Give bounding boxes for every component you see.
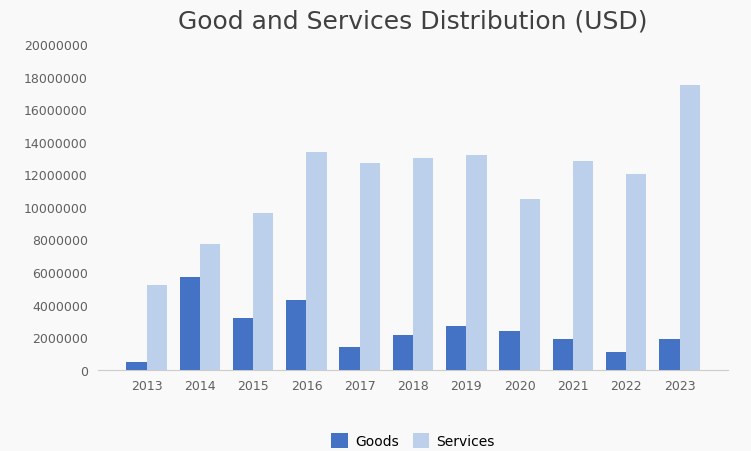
Bar — [393, 336, 413, 370]
Bar — [466, 156, 487, 370]
Bar — [606, 352, 626, 370]
Bar — [146, 285, 167, 370]
Bar — [126, 362, 146, 370]
Bar — [413, 159, 433, 370]
Bar — [499, 331, 520, 370]
Bar — [253, 214, 273, 370]
Bar — [680, 86, 700, 370]
Bar — [659, 339, 680, 370]
Bar — [553, 339, 573, 370]
Bar — [339, 347, 360, 370]
Bar — [446, 326, 466, 370]
Legend: Goods, Services: Goods, Services — [326, 428, 500, 451]
Bar — [306, 152, 327, 370]
Title: Good and Services Distribution (USD): Good and Services Distribution (USD) — [178, 9, 648, 33]
Bar — [626, 175, 647, 370]
Bar — [286, 300, 306, 370]
Bar — [179, 277, 200, 370]
Bar — [200, 245, 220, 370]
Bar — [233, 318, 253, 370]
Bar — [520, 199, 540, 370]
Bar — [573, 162, 593, 370]
Bar — [360, 164, 380, 370]
